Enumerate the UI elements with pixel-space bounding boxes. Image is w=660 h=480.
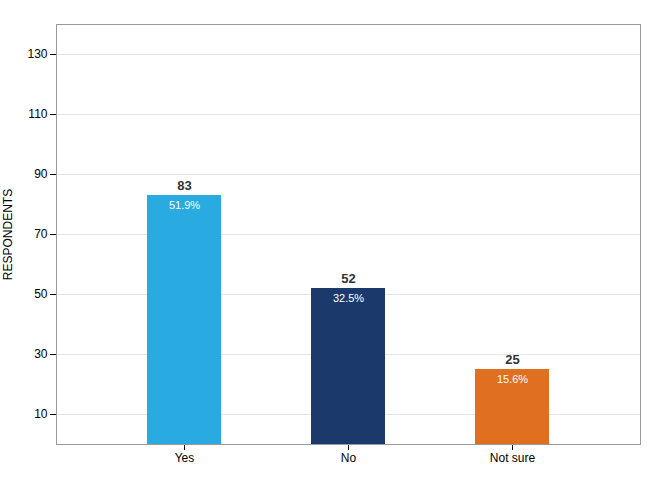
- svg-text:130: 130: [27, 47, 47, 61]
- svg-text:No: No: [341, 451, 357, 465]
- svg-text:50: 50: [34, 287, 48, 301]
- svg-text:32.5%: 32.5%: [333, 292, 364, 304]
- svg-text:Yes: Yes: [175, 451, 195, 465]
- svg-text:10: 10: [34, 407, 48, 421]
- svg-text:15.6%: 15.6%: [497, 373, 528, 385]
- svg-text:51.9%: 51.9%: [169, 199, 200, 211]
- svg-text:83: 83: [177, 178, 191, 193]
- svg-text:Not sure: Not sure: [490, 451, 536, 465]
- svg-text:30: 30: [34, 347, 48, 361]
- svg-text:110: 110: [28, 107, 47, 121]
- svg-text:52: 52: [341, 271, 355, 286]
- svg-text:25: 25: [505, 352, 519, 367]
- svg-text:RESPONDENTS: RESPONDENTS: [1, 189, 15, 280]
- svg-text:70: 70: [34, 227, 48, 241]
- svg-text:90: 90: [34, 167, 48, 181]
